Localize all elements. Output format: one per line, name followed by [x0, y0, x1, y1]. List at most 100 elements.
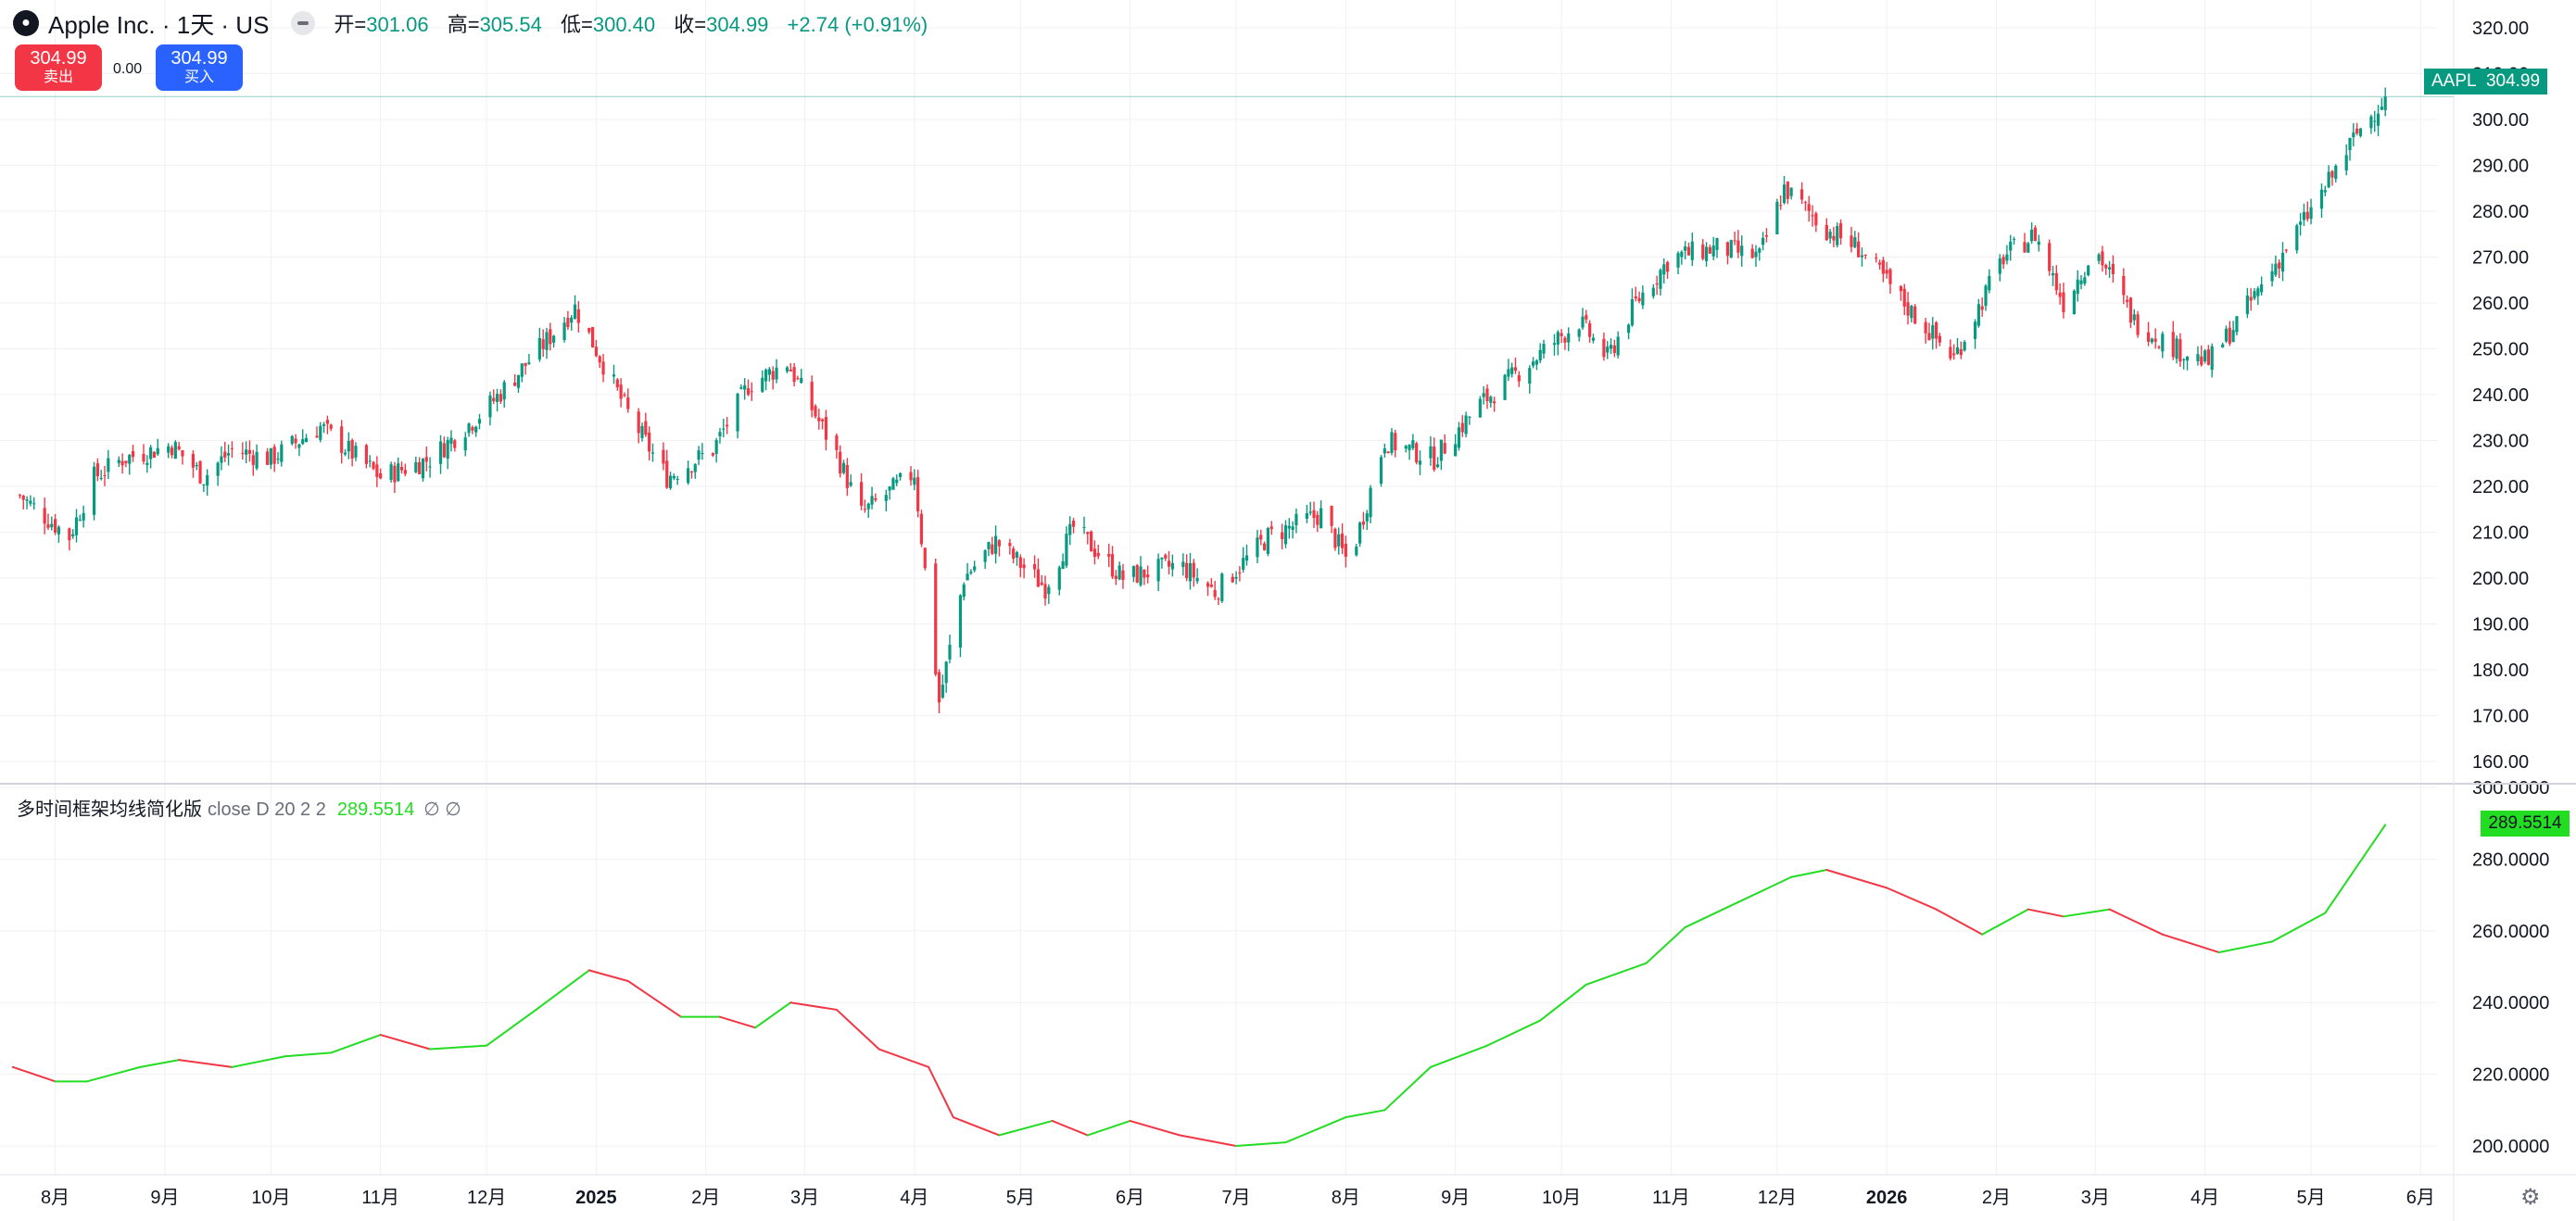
- candle-body: [198, 460, 202, 484]
- candle-body: [2352, 132, 2355, 138]
- candle-body: [2369, 116, 2373, 129]
- candle: [2182, 358, 2186, 370]
- collapse-icon[interactable]: [291, 11, 316, 35]
- candle: [2178, 333, 2182, 367]
- candle-body: [2185, 356, 2190, 361]
- candle-body: [1143, 569, 1146, 578]
- candle: [449, 430, 453, 452]
- candle-body: [718, 432, 722, 437]
- candle-body: [1627, 324, 1631, 334]
- candle-body: [1786, 182, 1789, 199]
- candle: [1110, 546, 1115, 580]
- candle: [884, 489, 888, 511]
- candle-body: [471, 427, 474, 431]
- candle-body: [1160, 557, 1164, 560]
- candle-body: [697, 450, 701, 460]
- candle-body: [736, 394, 739, 432]
- y-tick-label: 180.00: [2472, 661, 2529, 681]
- candle: [1973, 319, 1977, 349]
- candle-body: [725, 424, 729, 427]
- candle-body: [711, 453, 714, 456]
- candle-body: [315, 435, 319, 438]
- candle: [687, 460, 690, 485]
- candle-body: [2087, 265, 2090, 276]
- candle-body: [2210, 346, 2214, 371]
- candle-body: [1185, 562, 1189, 579]
- candle-body: [2136, 314, 2140, 335]
- ma-segment: [1485, 1019, 1542, 1047]
- candle-body: [1460, 422, 1464, 433]
- candle: [1924, 318, 1927, 344]
- candle-body: [1209, 585, 1213, 587]
- candle-body: [1588, 322, 1592, 337]
- candles: [18, 87, 2387, 713]
- candle: [1043, 575, 1047, 606]
- candle-body: [364, 445, 368, 464]
- candle: [662, 442, 665, 471]
- candle: [21, 495, 25, 510]
- candle: [364, 444, 368, 469]
- candle: [1188, 552, 1193, 590]
- symbol-title[interactable]: Apple Inc. · 1天 · US: [48, 10, 270, 39]
- candle-body: [2012, 238, 2016, 240]
- buy-button[interactable]: 304.99 买入: [156, 44, 243, 91]
- candle: [923, 548, 927, 571]
- candle-body: [463, 437, 467, 451]
- candle: [1556, 330, 1559, 356]
- candle: [2319, 183, 2324, 219]
- candle: [1390, 428, 1394, 456]
- gear-icon[interactable]: ⚙: [2520, 1185, 2541, 1210]
- candle-body: [1998, 258, 2001, 274]
- candle: [1853, 231, 1857, 249]
- candle-body: [2005, 254, 2009, 261]
- candle: [1637, 291, 1641, 304]
- candle-body: [1217, 598, 1220, 600]
- candle-body: [841, 462, 846, 473]
- candle-body: [1032, 563, 1037, 570]
- candle: [325, 415, 330, 434]
- candle: [1850, 226, 1853, 253]
- candle: [1606, 341, 1610, 359]
- candle-body: [2097, 254, 2101, 261]
- candle-body: [156, 447, 159, 455]
- candle: [619, 378, 623, 408]
- candle-body: [1931, 325, 1935, 339]
- candle-body: [983, 550, 987, 562]
- candle-body: [177, 446, 181, 450]
- candle-body: [1379, 457, 1383, 485]
- indicator-legend[interactable]: 多时间框架均线简化版 close D 20 2 2 289.5514 ∅ ∅: [17, 794, 461, 821]
- candle-body: [1040, 582, 1043, 585]
- candle-body: [2348, 138, 2352, 151]
- candle-body: [1435, 464, 1440, 468]
- candle: [149, 445, 153, 469]
- candle-body: [1754, 251, 1758, 258]
- candle: [537, 327, 541, 362]
- candle: [552, 334, 556, 348]
- ma-segment: [11, 1065, 57, 1083]
- candle-body: [1482, 393, 1485, 397]
- candle: [418, 457, 422, 474]
- candle: [2278, 259, 2281, 279]
- candle: [672, 473, 676, 481]
- y-tick-label: 240.0000: [2472, 993, 2549, 1013]
- candle-body: [1758, 248, 1762, 253]
- candle-body: [1690, 241, 1694, 260]
- candle-body: [1118, 565, 1121, 580]
- candle-body: [245, 449, 248, 455]
- candle-body: [1910, 306, 1913, 319]
- candle-body: [21, 496, 25, 500]
- candle-body: [1090, 531, 1093, 552]
- sell-button[interactable]: 304.99 卖出: [15, 44, 102, 91]
- candle-body: [1616, 336, 1620, 356]
- candle: [1358, 521, 1362, 548]
- ma-segment: [1736, 875, 1793, 903]
- candle-body: [2206, 349, 2210, 365]
- candle-body: [1567, 333, 1571, 343]
- candle: [789, 362, 792, 371]
- candle-body: [1637, 297, 1641, 302]
- candle: [329, 423, 333, 432]
- candle-body: [1775, 201, 1779, 234]
- candle: [701, 443, 704, 460]
